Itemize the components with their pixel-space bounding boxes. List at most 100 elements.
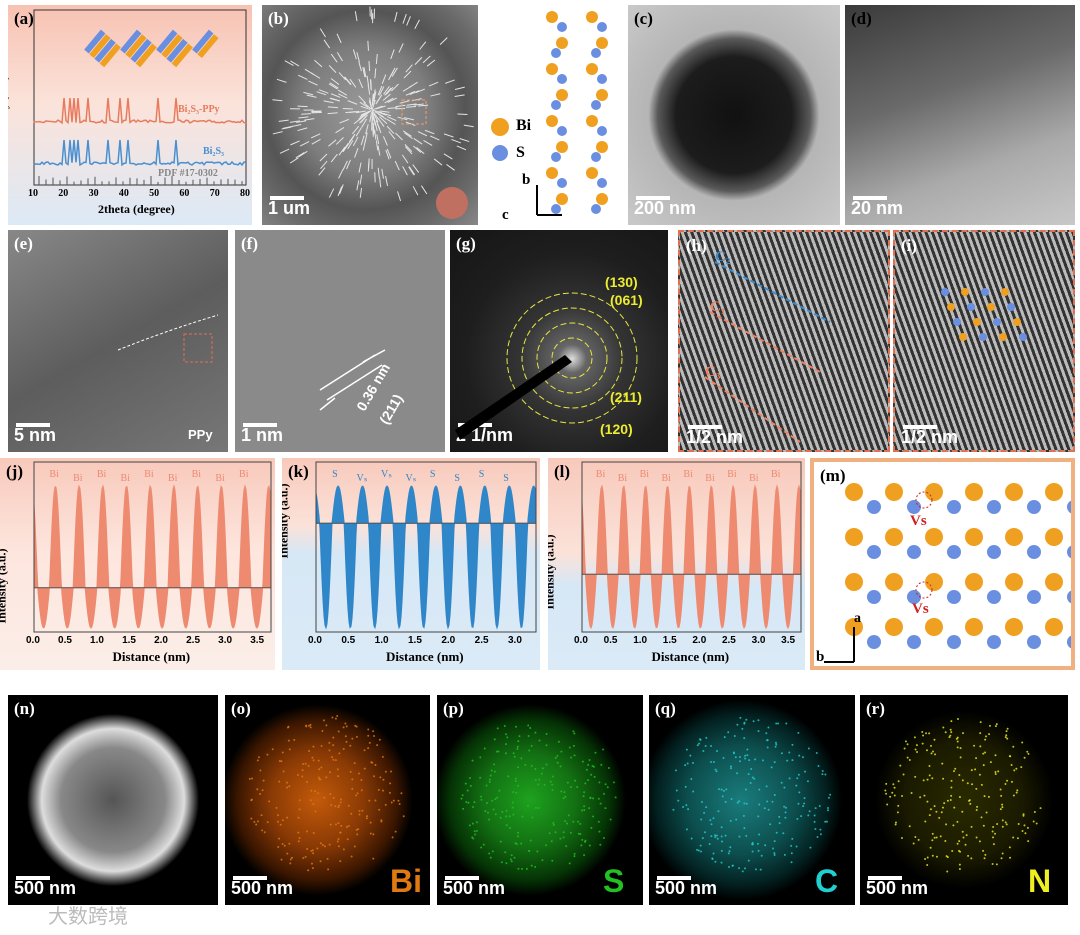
dot (985, 735, 987, 737)
dot (950, 787, 952, 789)
dot (583, 809, 585, 811)
dot (701, 801, 703, 803)
dot (343, 848, 345, 850)
dot (510, 858, 512, 860)
dot (574, 754, 576, 756)
peak-label: Bi (97, 470, 106, 480)
dot (315, 810, 317, 812)
atom-s (1067, 545, 1075, 559)
drawing (450, 230, 668, 452)
atom-s (597, 126, 607, 136)
dot (909, 825, 911, 827)
dot (568, 814, 570, 816)
dot (318, 768, 320, 770)
atom-bi (965, 573, 983, 591)
dot (1015, 768, 1017, 770)
panel-c: (c) 200 nm (628, 5, 840, 225)
dot (685, 786, 687, 788)
dot (256, 788, 258, 790)
dot (484, 747, 486, 749)
dot (899, 765, 901, 767)
dot (509, 827, 511, 829)
dot (322, 844, 324, 846)
dot (589, 759, 591, 761)
petal (360, 188, 361, 198)
dot (250, 818, 252, 820)
dot (994, 833, 996, 835)
atom-bi (885, 483, 903, 501)
dot (488, 819, 490, 821)
dot (552, 776, 554, 778)
dot (517, 746, 519, 748)
petal (304, 119, 314, 120)
dot (986, 812, 988, 814)
dot (490, 774, 492, 776)
dot (577, 821, 579, 823)
dot (738, 867, 740, 869)
petal (413, 165, 419, 173)
atom-bi (885, 528, 903, 546)
dot (959, 796, 961, 798)
dot (1005, 736, 1007, 738)
dot (505, 733, 507, 735)
dot (958, 774, 960, 776)
atom-s (1027, 635, 1041, 649)
dot (472, 760, 474, 762)
dot (469, 824, 471, 826)
dot (403, 815, 405, 817)
petal (391, 50, 394, 59)
dot (957, 740, 959, 742)
atom (959, 333, 967, 341)
dot (725, 835, 727, 837)
petal (370, 112, 372, 122)
dot (705, 745, 707, 747)
profile-line (710, 312, 820, 372)
petal (421, 186, 426, 194)
atom-bi (596, 89, 608, 101)
dot (582, 761, 584, 763)
atom-bi (845, 483, 863, 501)
dot (996, 723, 998, 725)
dot (951, 780, 953, 782)
dot (766, 801, 768, 803)
petal (418, 105, 428, 106)
dot (730, 767, 732, 769)
dot (781, 782, 783, 784)
dot (334, 805, 336, 807)
petal (336, 137, 343, 144)
petal (382, 169, 384, 179)
dot (487, 812, 489, 814)
panel-d: (d) 20 nm (845, 5, 1075, 225)
dot (563, 797, 565, 799)
dot (1020, 766, 1022, 768)
scale-bar-label: 20 nm (851, 199, 903, 217)
dot (498, 751, 500, 753)
axis-label: c (502, 208, 509, 223)
dot (769, 823, 771, 825)
atom-bi (1045, 573, 1063, 591)
dot (738, 800, 740, 802)
dot (321, 730, 323, 732)
dot (928, 765, 930, 767)
dot (774, 840, 776, 842)
dot (926, 864, 928, 866)
dot (531, 865, 533, 867)
dot (945, 731, 947, 733)
dot (344, 722, 346, 724)
dot (753, 778, 755, 780)
dot (520, 757, 522, 759)
dot (277, 814, 279, 816)
x-tick-label: 0.5 (341, 636, 355, 646)
atom-bi (556, 193, 568, 205)
x-axis-label: Distance (nm) (113, 650, 191, 663)
dot (385, 804, 387, 806)
dot (901, 837, 903, 839)
drawing (225, 695, 430, 905)
dot (925, 732, 927, 734)
dot (898, 780, 900, 782)
dot (924, 858, 926, 860)
dot (302, 763, 304, 765)
dot (716, 770, 718, 772)
dot (382, 756, 384, 758)
dot (593, 766, 595, 768)
